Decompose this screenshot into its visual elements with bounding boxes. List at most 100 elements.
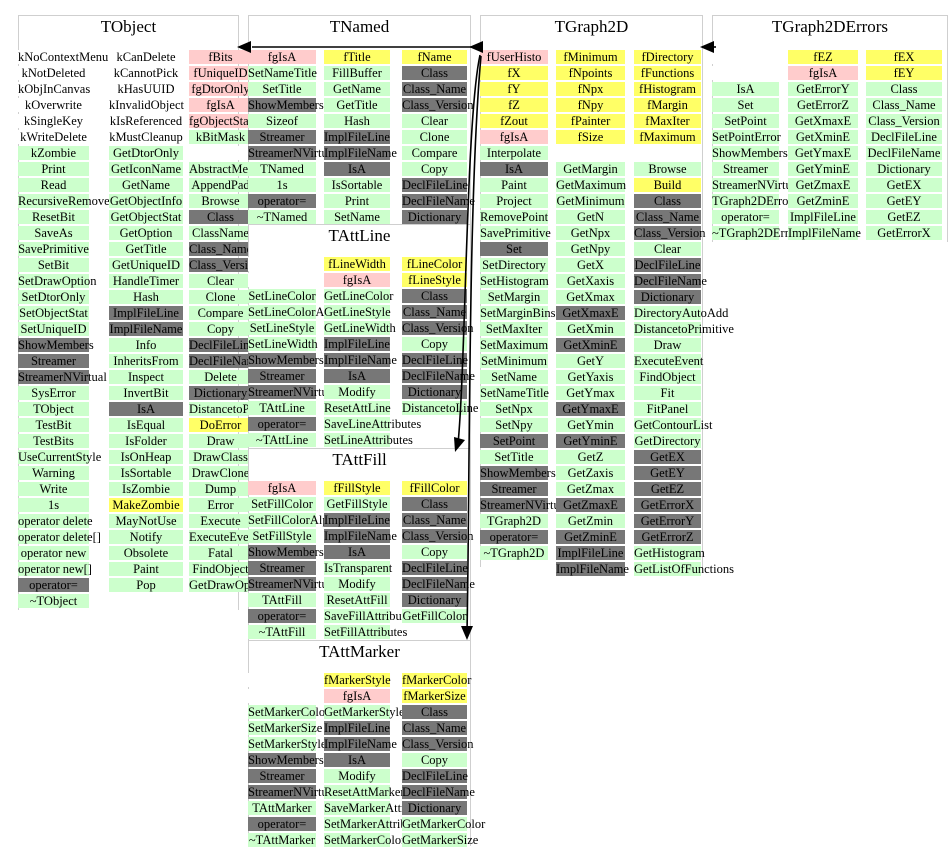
member-cell: ImplFileLine <box>109 306 183 320</box>
member-cell: GetEZ <box>866 210 942 224</box>
member-cell: ImplFileLine <box>324 721 390 735</box>
member-cell: ImplFileName <box>324 353 397 367</box>
member-cell: GetErrorX <box>866 226 942 240</box>
member-cell: GetYmax <box>556 386 625 400</box>
member-cell: SetFillColorAlpha <box>248 513 341 527</box>
member-cell: GetXaxis <box>556 274 625 288</box>
member-cell: GetY <box>556 354 625 368</box>
member-cell: fEY <box>866 66 942 80</box>
member-cell: GetLineColor <box>324 289 394 303</box>
member-cell: kWriteDelete <box>18 130 89 144</box>
member-cell: TNamed <box>248 162 316 176</box>
member-cell: operator= <box>248 417 316 431</box>
member-cell: SetLineAttributes <box>324 433 413 447</box>
member-cell: AppendPad <box>189 178 252 192</box>
member-cell: IsFolder <box>109 434 183 448</box>
class-title: TNamed <box>329 17 390 36</box>
member-cell: kZombie <box>18 146 89 160</box>
member-cell: fgIsA <box>324 689 390 703</box>
member-cell: IsSortable <box>109 466 183 480</box>
member-cell: Compare <box>189 306 252 320</box>
member-cell: GetName <box>109 178 183 192</box>
member-cell: GetDrawOption <box>189 578 270 592</box>
member-cell: DeclFileLine <box>402 561 468 575</box>
member-cell: GetErrorY <box>788 82 858 96</box>
member-cell: FindObject <box>634 370 701 384</box>
member-cell: fFillColor <box>402 481 467 495</box>
member-cell: AbstractMethod <box>189 162 271 176</box>
member-cell: operator= <box>480 530 548 544</box>
member-cell <box>248 673 316 687</box>
member-cell: GetZminE <box>788 194 858 208</box>
member-cell: Class_Name <box>189 242 253 256</box>
member-cell: ~TObject <box>18 594 89 608</box>
member-cell: ImplFileLine <box>324 130 390 144</box>
member-cell: Browse <box>189 194 252 208</box>
member-cell: ShowMembers <box>18 338 94 352</box>
member-cell: Class_Version <box>402 98 474 112</box>
member-cell: Obsolete <box>109 546 183 560</box>
member-cell: Paint <box>109 562 183 576</box>
member-cell: fMarkerStyle <box>324 673 391 687</box>
member-cell: DistancetoPrimitive <box>634 322 734 336</box>
member-cell: Clear <box>402 114 467 128</box>
member-cell: Browse <box>634 162 701 176</box>
member-cell: fSize <box>556 130 625 144</box>
member-cell: MakeZombie <box>109 498 183 512</box>
member-cell: SetMaxIter <box>480 322 548 336</box>
member-cell: Print <box>324 194 390 208</box>
member-cell: GetObjectStat <box>109 210 183 224</box>
member-cell: ~TAttFill <box>248 625 316 639</box>
member-cell: fX <box>480 66 548 80</box>
member-cell: Delete <box>189 370 252 384</box>
member-cell: DeclFileName <box>402 785 475 799</box>
member-cell: DeclFileName <box>866 146 942 160</box>
member-cell: GetName <box>324 82 390 96</box>
member-cell: Error <box>189 498 252 512</box>
member-cell: DeclFileName <box>402 369 475 383</box>
member-cell: HandleTimer <box>109 274 183 288</box>
member-cell: ResetAttLine <box>324 401 391 415</box>
member-cell: GetZmax <box>556 482 625 496</box>
member-cell: operator delete[] <box>18 530 101 544</box>
member-cell: Sizeof <box>248 114 316 128</box>
member-cell: DeclFileLine <box>402 178 468 192</box>
member-cell: SetNpy <box>480 418 548 432</box>
member-cell: DoError <box>189 418 252 432</box>
member-cell: operator= <box>248 817 316 831</box>
member-cell: GetYaxis <box>556 370 625 384</box>
member-cell: GetZaxis <box>556 466 625 480</box>
member-cell: GetEX <box>634 450 701 464</box>
member-cell: GetFillColor <box>402 609 467 623</box>
member-cell: Warning <box>18 466 89 480</box>
member-cell: Modify <box>324 769 390 783</box>
member-cell: fMaximum <box>634 130 701 144</box>
member-cell: GetEX <box>866 178 942 192</box>
member-cell: ShowMembers <box>248 545 324 559</box>
member-cell: fLineStyle <box>402 273 467 287</box>
member-cell: Hash <box>109 290 183 304</box>
member-cell <box>712 66 779 80</box>
member-cell: SetMarginBinsContent <box>480 306 596 320</box>
member-cell: Pop <box>109 578 183 592</box>
member-cell: kInvalidObject <box>109 98 184 112</box>
member-cell: TAttMarker <box>248 801 316 815</box>
member-cell: TGraph2D <box>480 514 548 528</box>
member-cell: GetZmaxE <box>788 178 858 192</box>
member-cell: Class_Version <box>189 258 261 272</box>
member-cell: Copy <box>402 337 467 351</box>
member-cell: Modify <box>324 577 390 591</box>
member-cell: Streamer <box>248 561 316 575</box>
member-cell: GetMarkerSize <box>402 833 479 847</box>
member-cell: SetLineColorAlpha <box>248 305 346 319</box>
member-cell: Draw <box>634 338 701 352</box>
member-cell: SetNpx <box>480 402 548 416</box>
member-cell: kObjInCanvas <box>18 82 91 96</box>
member-cell: kIsReferenced <box>109 114 183 128</box>
member-cell: SaveAs <box>18 226 89 240</box>
member-cell: fFunctions <box>634 66 701 80</box>
member-cell: Dictionary <box>402 593 467 607</box>
member-cell: GetMaximum <box>556 178 627 192</box>
member-cell: SetMarkerAttributes <box>324 817 427 831</box>
member-cell: SetDrawOption <box>18 274 97 288</box>
